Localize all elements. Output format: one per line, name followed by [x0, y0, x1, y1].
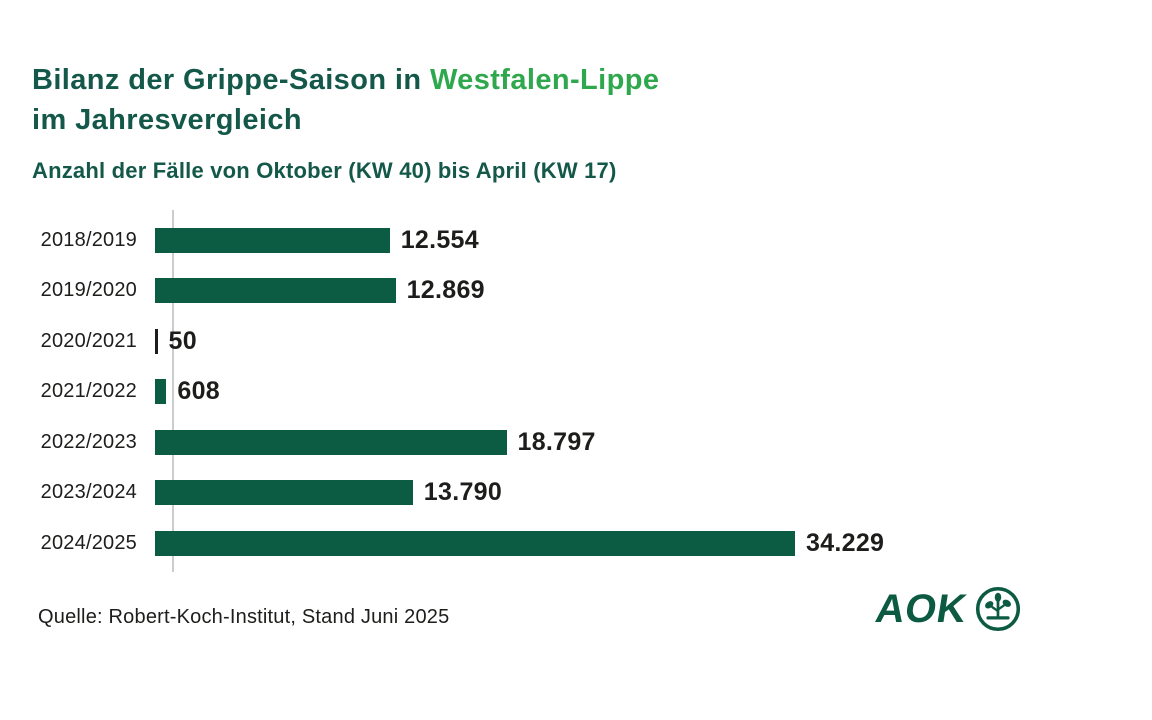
bar — [155, 429, 507, 455]
value-label: 12.554 — [400, 225, 479, 254]
source-note: Quelle: Robert-Koch-Institut, Stand Juni… — [38, 606, 450, 628]
aok-logo: AOK — [872, 586, 1021, 632]
bar — [155, 480, 413, 506]
chart-subtitle: Anzahl der Fälle von Oktober (KW 40) bis… — [32, 158, 617, 183]
bar — [155, 328, 158, 354]
aok-tree-of-life-icon — [976, 586, 1021, 632]
category-label: 2023/2024 — [40, 481, 137, 504]
category-label: 2018/2019 — [40, 228, 137, 251]
title-region-highlight: Westfalen-Lippe — [429, 64, 660, 96]
chart-row: 2019/2020 12.869 — [32, 266, 1122, 317]
value-label: 50 — [168, 326, 197, 355]
chart-row: 2020/2021 50 — [32, 316, 1122, 367]
bar — [155, 227, 390, 253]
value-label: 34.229 — [806, 528, 885, 557]
value-label: 13.790 — [423, 478, 503, 507]
category-label: 2020/2021 — [40, 329, 137, 352]
bar — [155, 530, 795, 556]
title-line1-prefix: Bilanz der Grippe-Saison in — [32, 64, 430, 96]
title-line2: im Jahresvergleich — [32, 104, 302, 136]
chart-rows: 2018/2019 12.554 2019/2020 12.869 2020/2021 5… — [32, 215, 1122, 569]
category-label: 2024/2025 — [40, 531, 137, 554]
aok-logo-text: AOK — [872, 587, 970, 631]
chart-row: 2023/2024 13.790 — [32, 468, 1122, 519]
category-label: 2019/2020 — [40, 279, 137, 302]
category-label: 2022/2023 — [40, 430, 137, 453]
bar — [155, 379, 167, 405]
value-label: 18.797 — [517, 427, 596, 456]
chart-row: 2018/2019 12.554 — [32, 215, 1122, 266]
bar — [155, 278, 396, 304]
page-title: Bilanz der Grippe-Saison in Westfalen-Li… — [32, 60, 659, 140]
chart-row: 2022/2023 18.797 — [32, 417, 1122, 468]
value-label: 12.869 — [406, 276, 485, 305]
chart-row: 2024/2025 34.229 — [32, 518, 1122, 569]
y-axis-line — [172, 210, 174, 572]
bar-chart: 2018/2019 12.554 2019/2020 12.869 2020/2021 5… — [32, 210, 1122, 572]
value-label: 608 — [177, 377, 221, 406]
chart-row: 2021/2022 608 — [32, 367, 1122, 418]
category-label: 2021/2022 — [40, 380, 137, 403]
